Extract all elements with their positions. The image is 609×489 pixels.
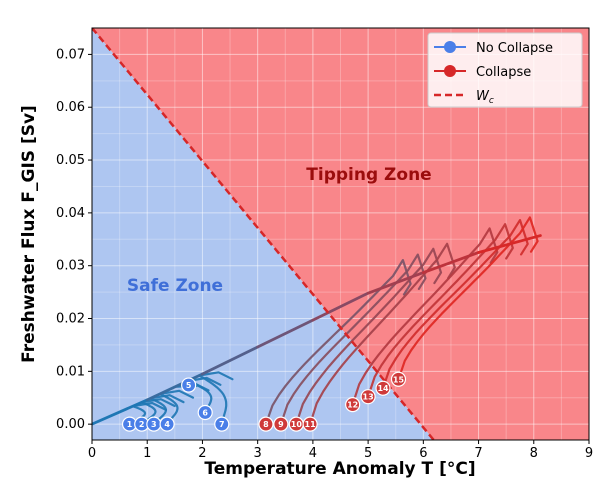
marker-label-3: 3 [151, 420, 157, 429]
marker-label-12: 12 [347, 401, 358, 410]
marker-label-1: 1 [127, 420, 133, 429]
plot-area [92, 28, 589, 440]
trajectory-10 [295, 247, 443, 426]
marker-7 [214, 416, 230, 432]
marker-14 [375, 380, 391, 396]
envelope-segment [92, 398, 149, 426]
y-tick-label: 0.00 [56, 417, 85, 432]
marker-5 [181, 377, 197, 393]
x-tick-label: 4 [309, 446, 317, 461]
legend-collapse-marker [444, 65, 456, 77]
axis-ticks: 0 1 2 3 4 5 6 7 8 90.000.010.020.030.040.050.060.… [56, 47, 593, 461]
trajectory-11 [309, 242, 456, 426]
threshold-line [92, 28, 435, 440]
marker-8 [258, 416, 274, 432]
y-tick-label: 0.03 [56, 259, 85, 274]
legend-frame [427, 32, 583, 108]
y-tick-label: 0.02 [56, 312, 85, 327]
marker-label-15: 15 [393, 375, 405, 384]
marker-6 [197, 404, 213, 421]
x-tick-label: 5 [364, 446, 372, 461]
marker-label-13: 13 [363, 393, 374, 402]
x-tick-label: 6 [419, 446, 427, 461]
envelope-segment [145, 372, 204, 402]
x-tick-label: 0 [88, 446, 96, 461]
trajectory-8 [264, 259, 412, 426]
marker-4 [159, 416, 175, 432]
x-axis-label: Temperature Anomaly T [°C] [204, 459, 475, 479]
envelope-segment [366, 271, 425, 295]
legend-no-collapse-label: No Collapse [476, 41, 553, 56]
marker-label-4: 4 [164, 420, 170, 429]
trajectory-14 [381, 219, 529, 390]
tipping-zone-label: Tipping Zone [306, 165, 431, 185]
envelope-segment [477, 234, 542, 254]
marker-12 [345, 397, 361, 413]
envelope-segment [421, 251, 480, 274]
envelope-segment [311, 291, 370, 322]
trajectory-15 [397, 216, 539, 381]
marker-label-6: 6 [202, 409, 208, 418]
y-tick-label: 0.05 [56, 153, 85, 168]
marker-9 [273, 416, 289, 432]
marker-label-8: 8 [263, 420, 269, 429]
trajectory-3 [149, 394, 185, 426]
envelope-segment [201, 345, 260, 376]
marker-label-14: 14 [377, 384, 389, 393]
x-tick-label: 3 [254, 446, 262, 461]
envelope-segment [256, 318, 315, 349]
x-tick-label: 2 [198, 446, 206, 461]
marker-label-2: 2 [139, 420, 145, 429]
y-tick-label: 0.04 [56, 206, 85, 221]
marker-13 [360, 389, 376, 405]
x-tick-label: 9 [585, 446, 593, 461]
y-tick-label: 0.06 [56, 100, 85, 115]
marker-label-11: 11 [305, 420, 317, 429]
marker-11 [302, 416, 318, 432]
tipping-zone [92, 28, 589, 440]
legend-wc-label: Wc [476, 89, 494, 106]
plot-frame [91, 27, 590, 441]
x-tick-label: 7 [474, 446, 482, 461]
y-axis-label: Freshwater Flux F_GIS [Sv] [19, 105, 39, 363]
trajectory-7 [198, 371, 234, 426]
marker-label-10: 10 [291, 420, 303, 429]
trajectory-9 [279, 253, 427, 426]
trajectory-13 [367, 223, 514, 398]
legend-collapse-label: Collapse [476, 65, 531, 80]
marker-15 [390, 371, 407, 387]
trajectory-12 [351, 227, 499, 406]
y-tick-label: 0.01 [56, 364, 85, 379]
legend: No Collapse Collapse Wc [427, 32, 583, 108]
x-tick-label: 1 [143, 446, 151, 461]
marker-label-5: 5 [186, 381, 192, 390]
marker-label-7: 7 [219, 420, 225, 429]
safe-zone-label: Safe Zone [127, 276, 223, 296]
legend-no-collapse-marker [444, 41, 456, 53]
trajectory-4 [158, 389, 195, 426]
x-tick-label: 8 [530, 446, 538, 461]
y-tick-label: 0.07 [56, 47, 85, 62]
marker-label-9: 9 [278, 420, 284, 429]
